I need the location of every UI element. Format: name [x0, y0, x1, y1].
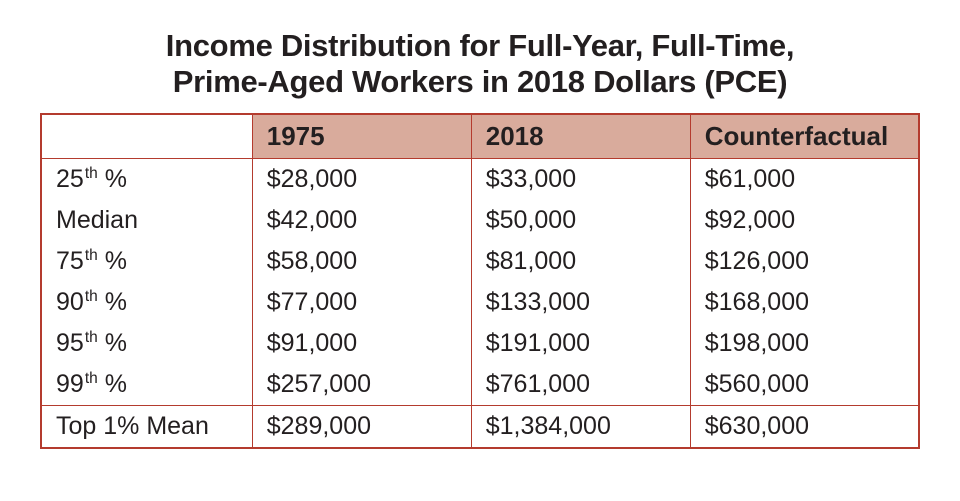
- table-cell: $1,384,000: [471, 406, 690, 448]
- table-row: Top 1% Mean$289,000$1,384,000$630,000: [42, 406, 918, 448]
- row-label: 75th %: [42, 241, 252, 282]
- table-row: 75th %$58,000$81,000$126,000: [42, 241, 918, 282]
- table-row: 25th %$28,000$33,000$61,000: [42, 159, 918, 201]
- table-cell: $91,000: [252, 323, 471, 364]
- table-header-row: 1975 2018 Counterfactual: [42, 115, 918, 159]
- table-cell: $42,000: [252, 200, 471, 241]
- table-cell: $198,000: [690, 323, 918, 364]
- page-title: Income Distribution for Full-Year, Full-…: [40, 28, 920, 99]
- page: Income Distribution for Full-Year, Full-…: [0, 0, 960, 449]
- title-line-1: Income Distribution for Full-Year, Full-…: [166, 28, 794, 63]
- table-cell: $61,000: [690, 159, 918, 201]
- table-cell: $58,000: [252, 241, 471, 282]
- income-table: 1975 2018 Counterfactual 25th %$28,000$3…: [42, 115, 918, 447]
- row-label: 99th %: [42, 364, 252, 406]
- table-row: 90th %$77,000$133,000$168,000: [42, 282, 918, 323]
- table-cell: $92,000: [690, 200, 918, 241]
- header-col-1975: 1975: [252, 115, 471, 159]
- table-cell: $81,000: [471, 241, 690, 282]
- table-cell: $257,000: [252, 364, 471, 406]
- table-cell: $289,000: [252, 406, 471, 448]
- title-line-2: Prime-Aged Workers in 2018 Dollars (PCE): [173, 64, 788, 99]
- table-cell: $761,000: [471, 364, 690, 406]
- row-label: 90th %: [42, 282, 252, 323]
- header-col-2018: 2018: [471, 115, 690, 159]
- table-cell: $126,000: [690, 241, 918, 282]
- table-cell: $77,000: [252, 282, 471, 323]
- table-row: 99th %$257,000$761,000$560,000: [42, 364, 918, 406]
- table-cell: $33,000: [471, 159, 690, 201]
- table-cell: $133,000: [471, 282, 690, 323]
- table-cell: $28,000: [252, 159, 471, 201]
- table-body: 25th %$28,000$33,000$61,000Median$42,000…: [42, 159, 918, 448]
- table-row: Median$42,000$50,000$92,000: [42, 200, 918, 241]
- table-row: 95th %$91,000$191,000$198,000: [42, 323, 918, 364]
- table-cell: $50,000: [471, 200, 690, 241]
- header-col-counterfactual: Counterfactual: [690, 115, 918, 159]
- row-label: 25th %: [42, 159, 252, 201]
- table-cell: $168,000: [690, 282, 918, 323]
- table-cell: $560,000: [690, 364, 918, 406]
- table-wrap: 1975 2018 Counterfactual 25th %$28,000$3…: [40, 113, 920, 449]
- table-cell: $630,000: [690, 406, 918, 448]
- header-blank: [42, 115, 252, 159]
- row-label: Top 1% Mean: [42, 406, 252, 448]
- row-label: 95th %: [42, 323, 252, 364]
- row-label: Median: [42, 200, 252, 241]
- table-cell: $191,000: [471, 323, 690, 364]
